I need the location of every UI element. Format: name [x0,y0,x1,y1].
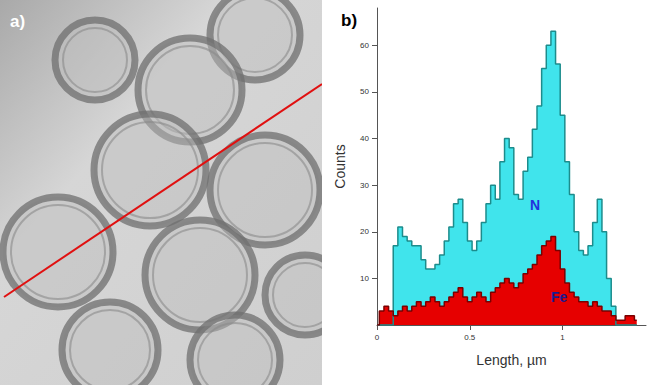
svg-text:0.5: 0.5 [464,333,476,342]
svg-text:10: 10 [360,274,369,283]
svg-text:50: 50 [360,87,369,96]
svg-text:1: 1 [560,333,565,342]
svg-text:20: 20 [360,227,369,236]
svg-text:30: 30 [360,181,369,190]
svg-text:Counts: Counts [332,144,348,188]
svg-text:a): a) [10,12,25,31]
svg-text:b): b) [341,11,357,30]
svg-text:40: 40 [360,134,369,143]
svg-text:0: 0 [375,333,380,342]
svg-text:Length, µm: Length, µm [476,352,546,368]
svg-text:N: N [530,197,540,213]
svg-text:Fe: Fe [551,289,568,305]
svg-text:60: 60 [360,41,369,50]
